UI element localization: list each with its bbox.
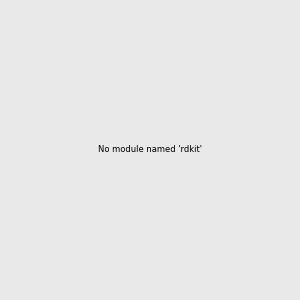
Text: No module named 'rdkit': No module named 'rdkit' [98,146,202,154]
